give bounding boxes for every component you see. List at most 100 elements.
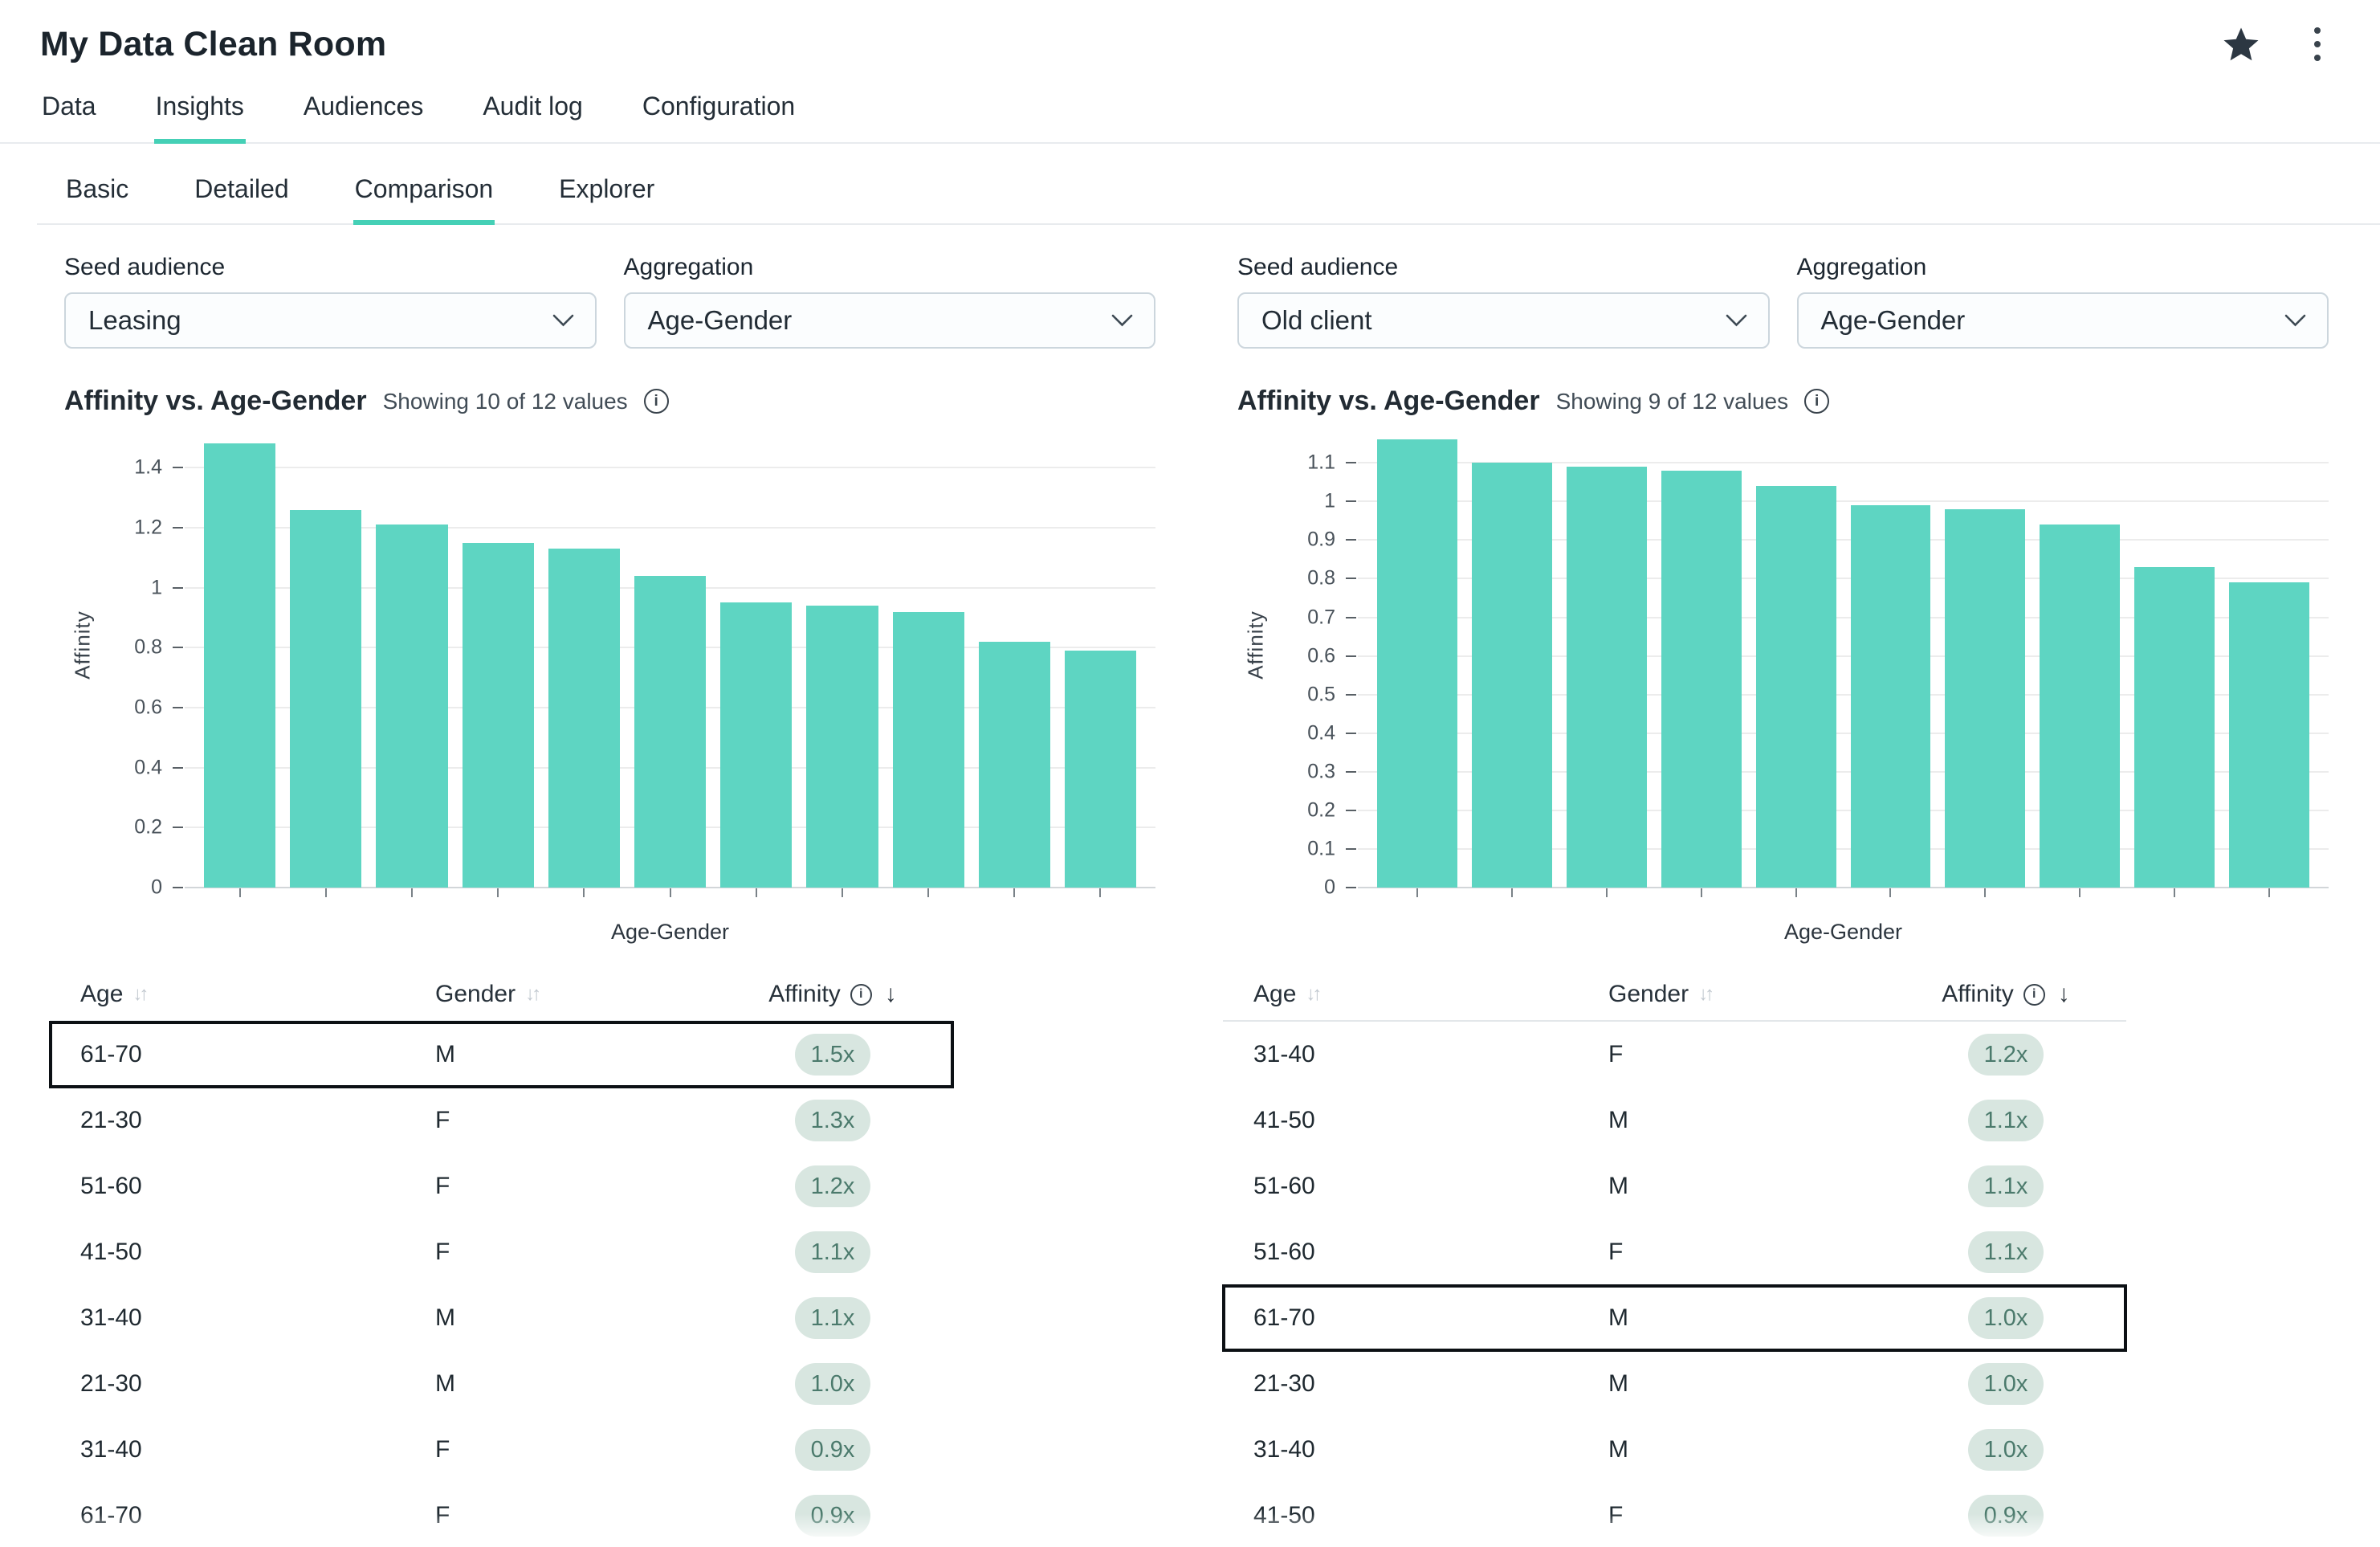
affinity-badge: 0.9x [794, 1495, 871, 1537]
gridline [185, 527, 1155, 529]
chart-header: Affinity vs. Age-Gender Showing 9 of 12 … [1237, 386, 2329, 417]
gridline [185, 467, 1155, 469]
bar[interactable] [1471, 463, 1552, 888]
table-row[interactable]: 31-40 F 1.2x [1223, 1022, 2126, 1088]
gender-column-header[interactable]: Gender ↓↑ [435, 981, 712, 1008]
table-row[interactable]: 41-50 F 0.9x [1223, 1483, 2126, 1547]
affinity-column-header[interactable]: Affinity i ↓ [1885, 981, 2126, 1008]
bar[interactable] [548, 549, 620, 888]
gender-column-header[interactable]: Gender ↓↑ [1608, 981, 1885, 1008]
x-tick-mark [806, 888, 878, 899]
y-tick-label: 0.1 [1307, 837, 1335, 860]
affinity-column-header[interactable]: Affinity i ↓ [712, 981, 953, 1008]
tab-configuration[interactable]: Configuration [642, 92, 796, 120]
info-icon[interactable]: i [1804, 389, 1830, 414]
gridline [1358, 462, 2329, 464]
bar[interactable] [2040, 525, 2121, 888]
table-row[interactable]: 41-50 M 1.1x [1223, 1088, 2126, 1153]
age-column-header[interactable]: Age ↓↑ [1253, 981, 1608, 1008]
aggregation-label: Aggregation [623, 254, 754, 280]
table-row-highlighted[interactable]: 61-70 M 1.0x [1222, 1284, 2127, 1352]
aggregation-select[interactable]: Age-Gender [623, 292, 1155, 349]
y-tick-label: 0.9 [1307, 528, 1335, 551]
tab-audit-log[interactable]: Audit log [483, 92, 583, 120]
star-icon[interactable] [2223, 27, 2260, 62]
bar[interactable] [1850, 505, 1931, 888]
gridline [1358, 809, 2329, 811]
info-icon[interactable]: i [850, 983, 872, 1006]
seed-audience-select[interactable]: Leasing [64, 292, 597, 349]
affinity-cell: 1.0x [1885, 1297, 2126, 1339]
affinity-cell: 1.1x [712, 1231, 953, 1273]
table-row[interactable]: 41-50 F 1.1x [50, 1219, 953, 1285]
affinity-cell: 1.0x [1885, 1429, 2126, 1471]
info-icon[interactable]: i [643, 389, 669, 414]
subtab-comparison[interactable]: Comparison [353, 174, 495, 225]
gender-cell: F [435, 1107, 450, 1133]
subtab-basic[interactable]: Basic [66, 174, 129, 203]
bar[interactable] [376, 525, 448, 888]
table-row[interactable]: 21-30 M 1.0x [50, 1351, 953, 1417]
bar[interactable] [634, 575, 707, 888]
table-row[interactable]: 51-60 F 1.2x [50, 1153, 953, 1219]
y-tick-label: 0.5 [1307, 683, 1335, 706]
aggregation-select[interactable]: Age-Gender [1796, 292, 2329, 349]
table-row[interactable]: 31-40 M 1.1x [50, 1285, 953, 1351]
bar[interactable] [1377, 439, 1457, 888]
info-icon[interactable]: i [2023, 983, 2045, 1006]
age-cell: 61-70 [1253, 1304, 1315, 1331]
y-tick-mark [173, 766, 183, 769]
bar[interactable] [204, 443, 276, 888]
bar[interactable] [290, 509, 362, 888]
table-row[interactable]: 31-40 M 1.0x [1223, 1417, 2126, 1483]
subtab-detailed[interactable]: Detailed [194, 174, 289, 203]
tab-data[interactable]: Data [42, 92, 96, 120]
bar[interactable] [462, 542, 534, 888]
x-tick-mark [2229, 888, 2309, 899]
y-tick-label: 1.2 [134, 516, 162, 539]
bar[interactable] [2229, 582, 2310, 888]
plot-area [1358, 438, 2329, 888]
table-row[interactable]: 61-70 F 0.9x [50, 1483, 953, 1547]
bar[interactable] [1755, 486, 1836, 888]
bars [1358, 438, 2329, 888]
x-axis-baseline [1358, 887, 2329, 888]
bar[interactable] [720, 602, 793, 888]
y-tick-label: 0.8 [1307, 566, 1335, 590]
bar[interactable] [892, 611, 964, 888]
y-tick-label: 0.6 [1307, 644, 1335, 667]
insight-panel: Seed audience Old client Aggregation Age… [1213, 254, 2340, 1547]
bar[interactable] [1661, 470, 1742, 888]
table-row[interactable]: 51-60 M 1.1x [1223, 1153, 2126, 1219]
age-column-header[interactable]: Age ↓↑ [80, 981, 435, 1008]
tab-insights[interactable]: Insights [153, 82, 247, 144]
bar[interactable] [806, 606, 878, 888]
y-tick-label: 0 [1324, 876, 1335, 899]
bar[interactable] [1945, 508, 2026, 888]
y-tick-label: 0.6 [134, 696, 162, 719]
table-row[interactable]: 21-30 M 1.0x [1223, 1351, 2126, 1417]
gender-cell: M [1608, 1436, 1628, 1463]
affinity-cell: 1.1x [712, 1297, 953, 1339]
table-row-highlighted[interactable]: 61-70 M 1.5x [49, 1021, 954, 1088]
chart-title: Affinity vs. Age-Gender [64, 386, 367, 416]
age-cell: 31-40 [80, 1304, 142, 1331]
table-header: Age ↓↑ Gender ↓↑ Affinity i ↓ [50, 969, 953, 1022]
x-axis-title: Age-Gender [1783, 920, 1903, 944]
table-row[interactable]: 21-30 F 1.3x [50, 1088, 953, 1153]
bar[interactable] [2134, 567, 2215, 888]
tab-audiences[interactable]: Audiences [303, 92, 424, 120]
seed-audience-label: Seed audience [64, 254, 226, 280]
bar[interactable] [1064, 651, 1137, 888]
table-row[interactable]: 31-40 F 0.9x [50, 1417, 953, 1483]
seed-audience-select[interactable]: Old client [1237, 292, 1770, 349]
chevron-down-icon [1726, 314, 1746, 327]
bar[interactable] [978, 641, 1050, 888]
table-row[interactable]: 51-60 F 1.1x [1223, 1219, 2126, 1285]
x-axis-ticks [1358, 888, 2329, 899]
subtab-explorer[interactable]: Explorer [559, 174, 655, 203]
y-tick-label: 0.8 [134, 635, 162, 659]
kebab-menu-icon[interactable] [2306, 22, 2329, 66]
bar[interactable] [1566, 467, 1647, 888]
age-cell: 31-40 [1253, 1436, 1315, 1463]
